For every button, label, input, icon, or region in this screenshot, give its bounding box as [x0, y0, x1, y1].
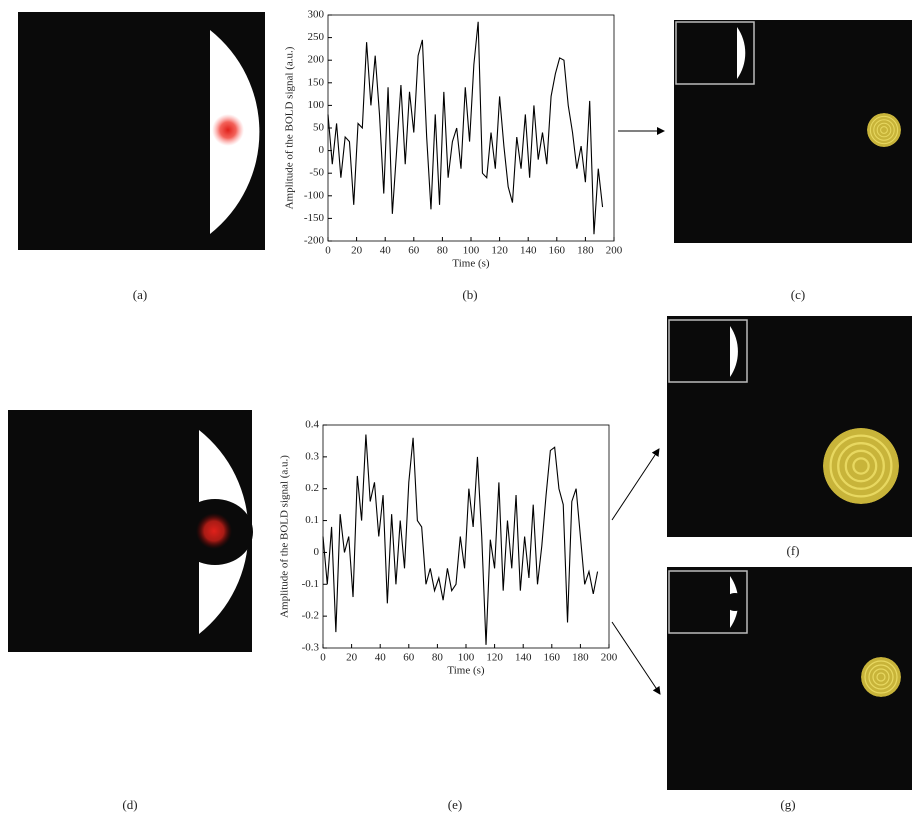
x-tick-label: 120: [486, 652, 503, 664]
y-tick-label: 0.2: [305, 482, 319, 494]
y-tick-label: 50: [313, 122, 325, 134]
panel-label: (c): [791, 287, 805, 302]
x-tick-label: 0: [325, 245, 331, 257]
x-tick-label: 180: [577, 245, 594, 257]
data-line: [322, 434, 599, 645]
y-axis-label: Amplitude of the BOLD signal (a.u.): [284, 46, 296, 209]
image-g: [667, 567, 912, 790]
x-tick-label: 80: [432, 652, 444, 664]
x-tick-label: 180: [572, 652, 589, 664]
y-tick-label: -100: [304, 189, 325, 201]
panel-label: (d): [122, 797, 137, 812]
arrow: [611, 621, 661, 695]
image-a: [18, 12, 265, 250]
y-tick-label: 100: [308, 99, 325, 111]
data-line: [327, 21, 604, 235]
panel-label: (e): [448, 797, 462, 812]
x-axis-label: Time (s): [447, 665, 485, 677]
x-tick-label: 60: [403, 652, 415, 664]
arrow: [611, 448, 660, 521]
x-tick-label: 80: [437, 245, 449, 257]
y-tick-label: 0: [319, 144, 325, 156]
y-axis-label: Amplitude of the BOLD signal (a.u.): [279, 455, 291, 618]
y-tick-label: 0.4: [305, 419, 319, 431]
x-tick-label: 200: [601, 652, 618, 664]
y-tick-label: 0.1: [305, 514, 319, 526]
image-f: [667, 316, 912, 537]
plot-frame: [327, 14, 615, 242]
y-tick-label: -150: [304, 212, 325, 224]
y-tick-label: 0: [314, 546, 320, 558]
x-tick-label: 140: [515, 652, 532, 664]
x-tick-label: 160: [544, 652, 561, 664]
x-axis-label: Time (s): [452, 258, 490, 270]
x-tick-label: 20: [346, 652, 358, 664]
x-tick-label: 20: [351, 245, 363, 257]
y-tick-label: 150: [308, 76, 325, 88]
y-tick-label: -0.3: [302, 642, 320, 654]
x-tick-label: 40: [380, 245, 392, 257]
x-tick-label: 100: [458, 652, 475, 664]
panel-label: (g): [780, 797, 795, 812]
x-tick-label: 0: [320, 652, 326, 664]
y-tick-label: -200: [304, 235, 325, 247]
y-tick-label: 300: [308, 9, 325, 21]
y-tick-label: 0.3: [305, 450, 319, 462]
y-tick-label: 250: [308, 31, 325, 43]
x-tick-label: 40: [375, 652, 387, 664]
x-tick-label: 200: [606, 245, 623, 257]
y-tick-label: -0.2: [302, 610, 319, 622]
x-tick-label: 140: [520, 245, 537, 257]
x-tick-label: 100: [463, 245, 480, 257]
panel-label: (a): [133, 287, 147, 302]
panel-label: (b): [462, 287, 477, 302]
y-tick-label: -50: [309, 167, 324, 179]
x-tick-label: 120: [491, 245, 508, 257]
x-tick-label: 160: [549, 245, 566, 257]
image-c: [674, 20, 912, 243]
y-tick-label: -0.1: [302, 578, 319, 590]
image-d: [8, 410, 253, 652]
x-tick-label: 60: [408, 245, 420, 257]
y-tick-label: 200: [308, 54, 325, 66]
panel-label: (f): [787, 543, 800, 558]
